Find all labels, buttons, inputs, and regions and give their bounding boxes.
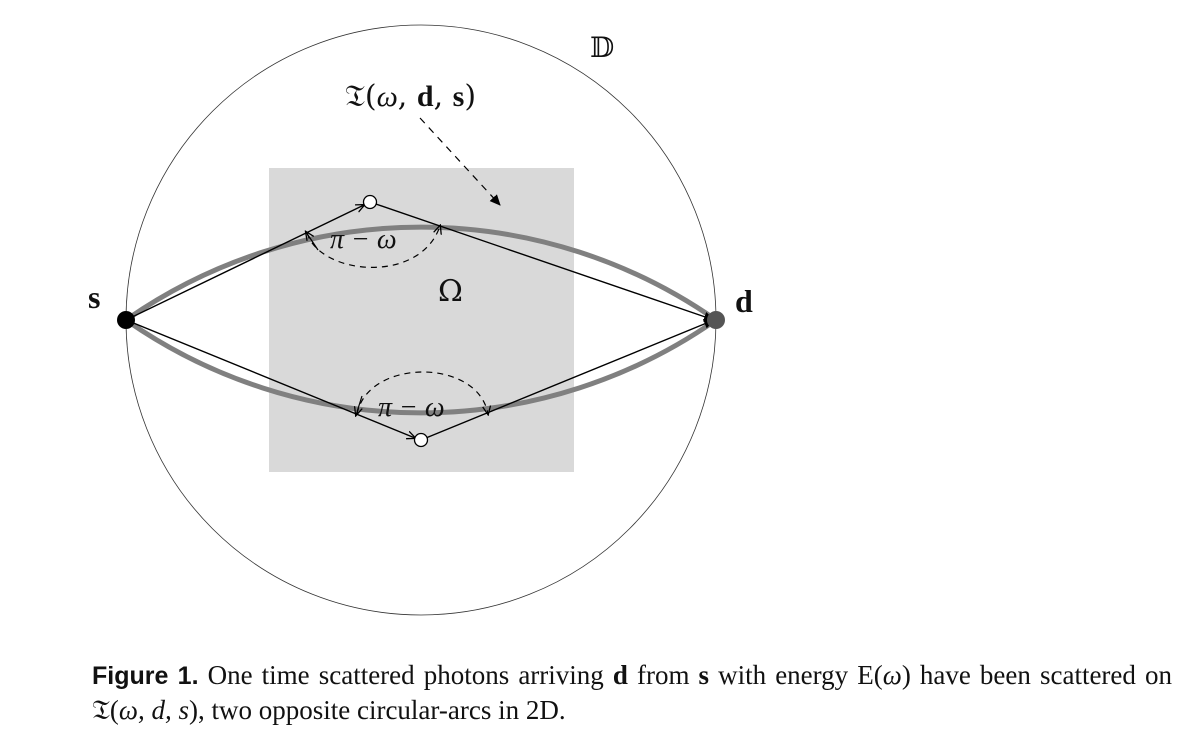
source-point <box>117 311 135 329</box>
domain-label: 𝔻 <box>590 31 614 64</box>
upper-circular-arc <box>124 224 718 323</box>
curve-label-suffix: ) <box>464 79 476 114</box>
lower-circular-arc <box>124 317 718 416</box>
top-angle-arc-start-arrow <box>306 232 319 251</box>
caption-curve-args: ω, d, s <box>118 695 189 725</box>
curve-label-s: s <box>453 80 465 113</box>
region-omega <box>269 168 574 472</box>
caption-paren-open: ( <box>109 695 119 725</box>
curve-label-prefix: 𝔗( <box>345 79 377 114</box>
caption-omega: ω <box>882 660 902 690</box>
caption-curve-symbol: 𝔗 <box>92 695 110 726</box>
caption-label: Figure 1. <box>92 662 199 690</box>
bottom-scattering-point <box>413 432 429 448</box>
curve-label-pointer <box>419 117 501 206</box>
caption-detector: d <box>612 660 628 690</box>
path-s-to-bottom-point <box>125 319 415 438</box>
top-scattering-point <box>362 194 378 210</box>
bottom-angle-label: π − ω <box>378 392 445 423</box>
curve-label-omega: ω <box>377 80 398 113</box>
region-label: Ω <box>438 274 463 309</box>
curve-label-sep1: , <box>398 79 417 114</box>
caption-text-2: from <box>627 660 699 690</box>
detector-label: d <box>735 283 753 319</box>
scattering-figure: 𝔻 𝔗(ω, d, s) π − ω π − ω Ω s d <box>88 24 753 616</box>
path-s-to-top-point <box>125 205 364 321</box>
path-top-point-to-d <box>369 201 715 322</box>
bottom-angle-arc-start-arrow <box>356 395 362 415</box>
source-label: s <box>88 279 100 315</box>
detector-point <box>707 311 725 329</box>
path-bottom-point-to-d <box>420 319 715 441</box>
caption-source: s <box>698 660 710 690</box>
curve-label: 𝔗(ω, d, s) <box>345 79 476 114</box>
bottom-angle-arc <box>356 371 488 414</box>
top-angle-label: π − ω <box>330 224 397 255</box>
caption-text-3: with energy E( <box>709 660 883 690</box>
curve-label-d: d <box>417 80 434 113</box>
caption-text-1: One time scattered photons arriving <box>198 660 613 690</box>
caption-text-5: ), two opposite circular-arcs in 2D. <box>188 695 566 725</box>
curve-label-sep2: , <box>434 79 453 114</box>
caption-text-4: ) have been scattered on <box>901 660 1172 690</box>
figure-caption: Figure 1. One time scattered photons arr… <box>92 658 1172 728</box>
